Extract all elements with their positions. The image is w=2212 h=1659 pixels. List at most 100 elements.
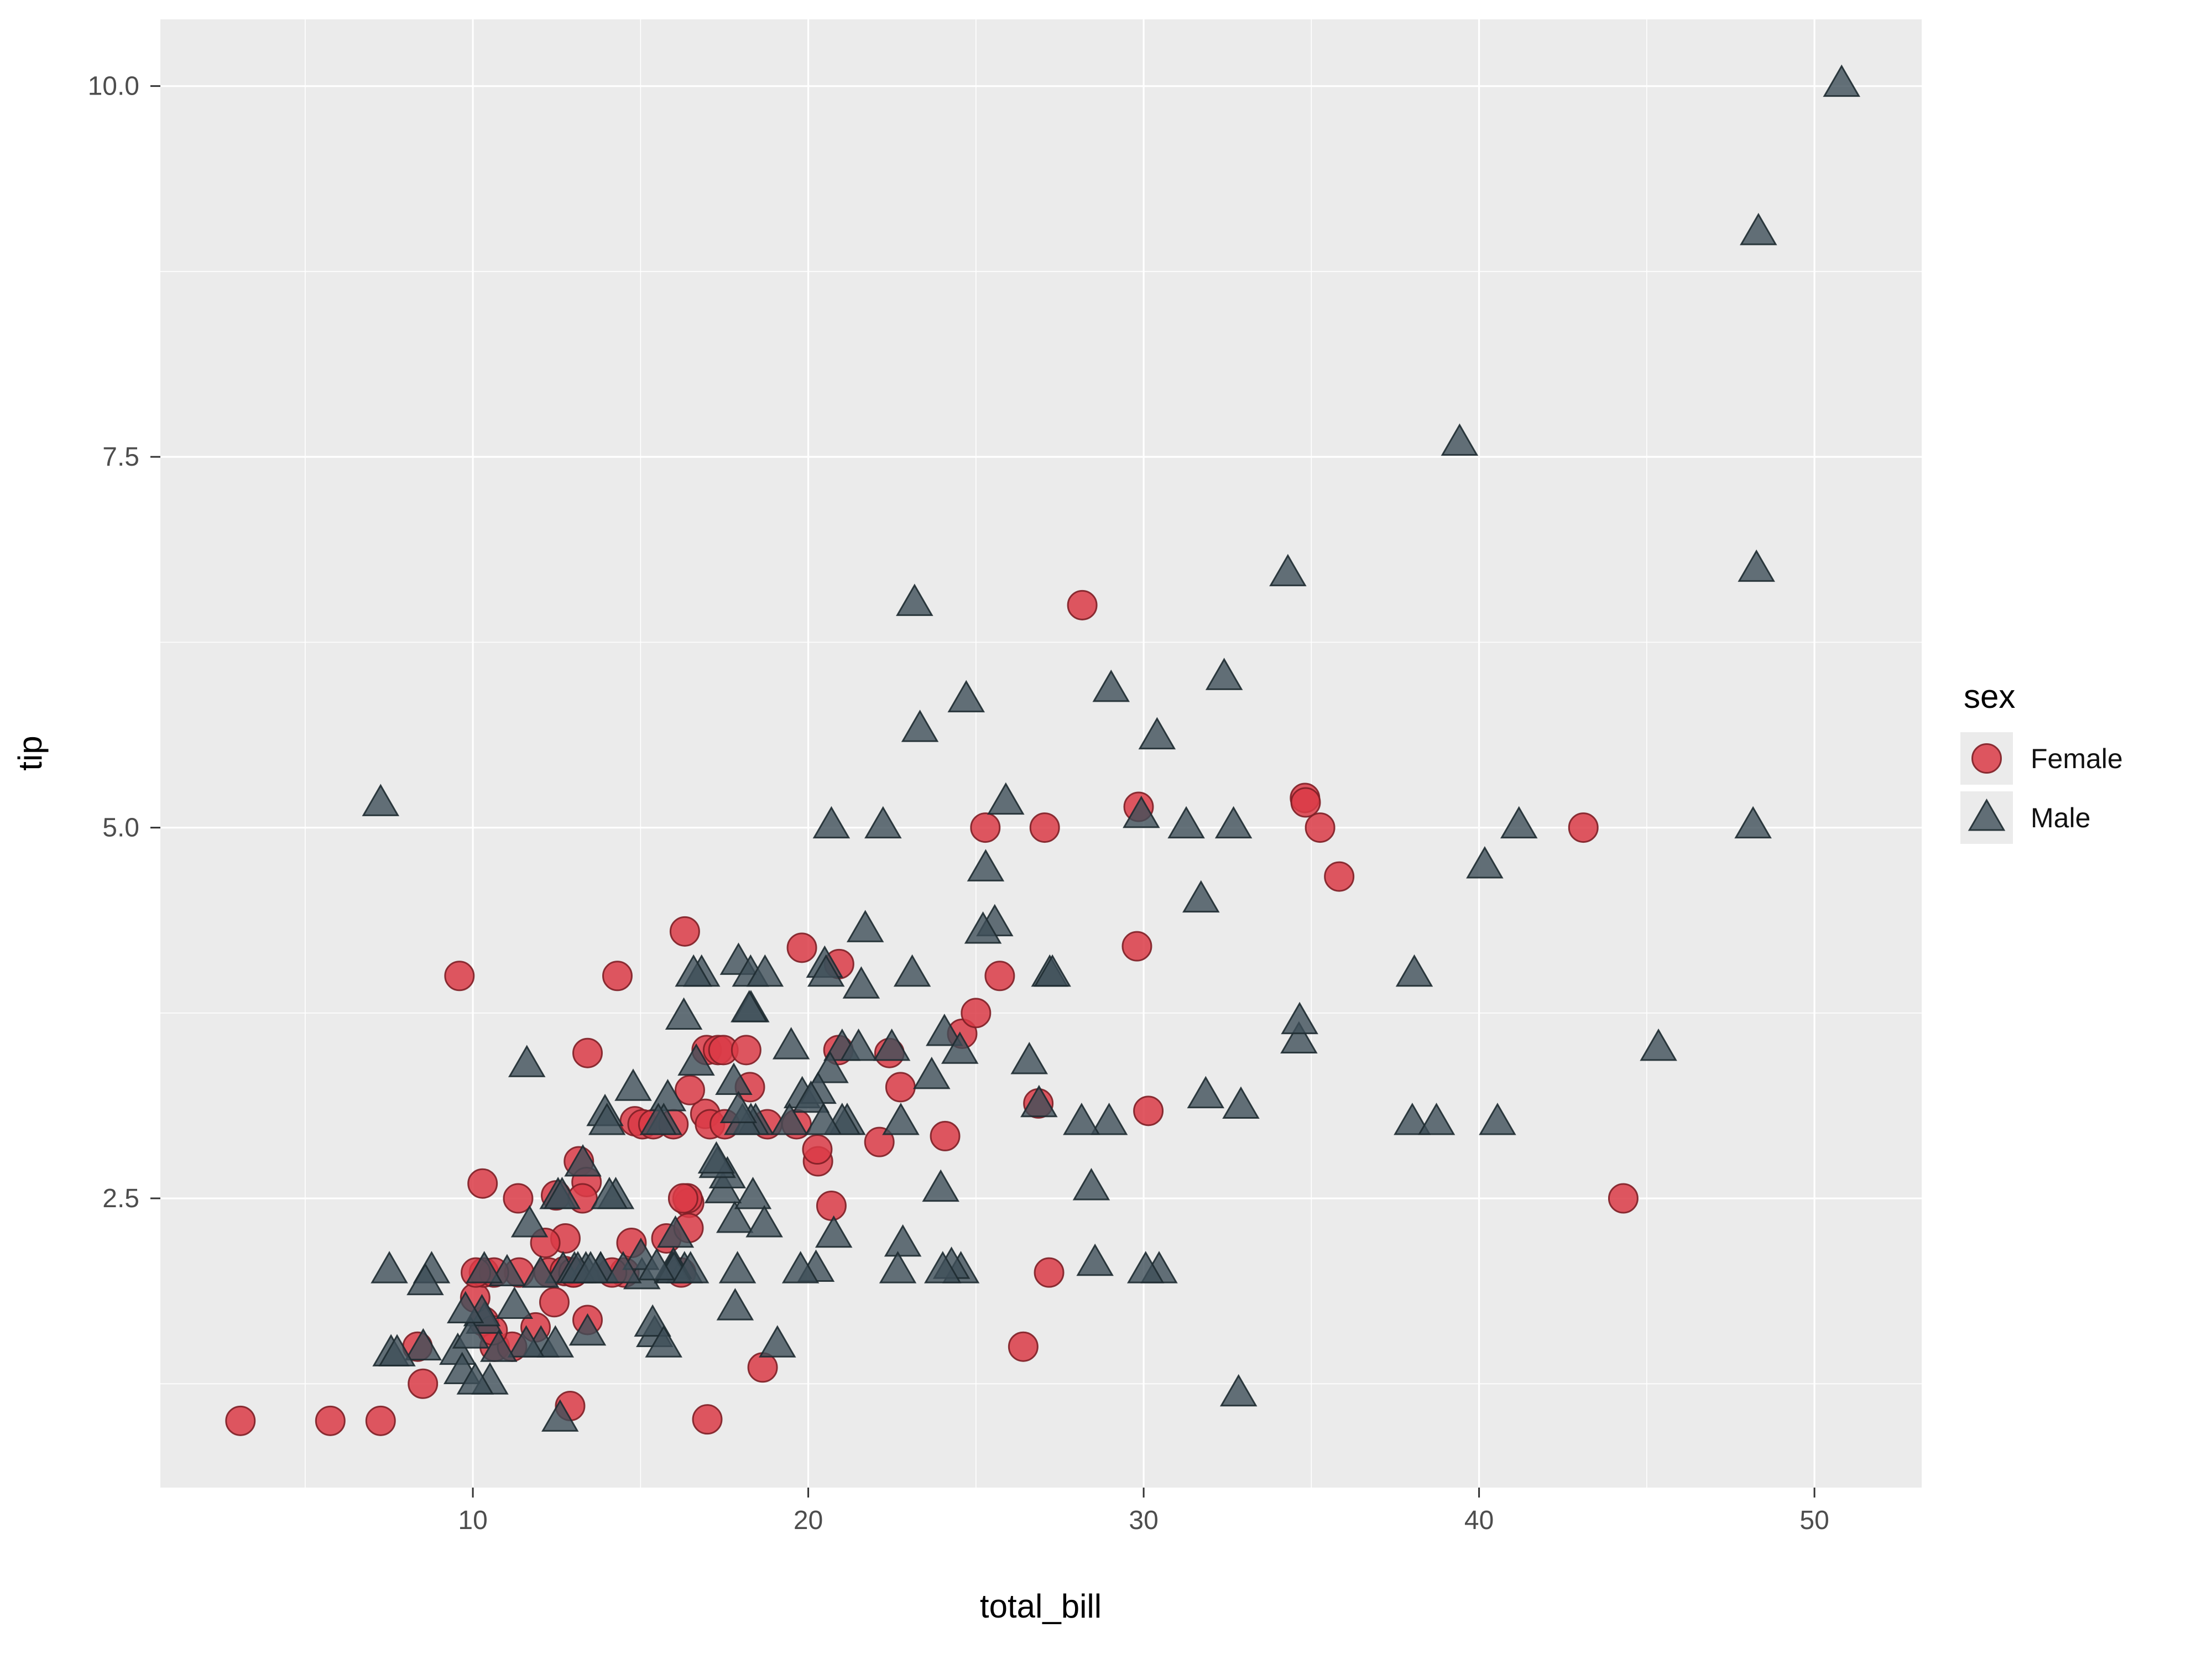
data-point-male: [404, 1328, 442, 1361]
data-point-male: [781, 1251, 820, 1284]
data-point-male: [716, 1200, 754, 1233]
data-point-male: [543, 1177, 581, 1209]
x-tick-label: 50: [1799, 1506, 1829, 1535]
data-point-male: [634, 1304, 671, 1337]
data-point-female: [885, 1072, 916, 1103]
data-point-male: [896, 583, 933, 616]
data-point-male: [465, 1251, 503, 1284]
data-point-male: [987, 782, 1025, 815]
data-point-male: [1063, 1102, 1100, 1135]
data-point-male: [1205, 658, 1243, 690]
data-point-male: [541, 1399, 579, 1432]
data-point-male: [718, 1251, 757, 1284]
data-point-male: [480, 1329, 518, 1362]
data-point-male: [362, 784, 400, 816]
data-point-male: [1020, 1084, 1058, 1118]
legend-item-female: Female: [1960, 732, 2123, 785]
data-point-female: [1067, 589, 1098, 620]
data-point-male: [864, 806, 902, 839]
minor-gridlines: [160, 19, 1922, 1488]
data-point-male: [1138, 717, 1176, 750]
data-point-male: [967, 849, 1005, 881]
y-tick-label: 10.0: [88, 72, 139, 101]
data-point-female: [669, 916, 700, 947]
data-point-male: [510, 1204, 549, 1238]
data-point-male: [1269, 554, 1307, 587]
data-points: [225, 64, 1860, 1436]
data-point-female: [731, 1035, 761, 1066]
y-tick-label: 7.5: [102, 442, 139, 472]
data-point-female: [602, 961, 633, 992]
legend-item-male: Male: [1960, 791, 2123, 844]
data-point-male: [807, 954, 845, 987]
x-tick-label: 20: [794, 1506, 823, 1535]
data-point-male: [1187, 1076, 1225, 1109]
data-point-male: [731, 990, 768, 1022]
data-point-male: [812, 806, 851, 839]
data-point-male: [926, 1014, 963, 1046]
data-point-male: [697, 1141, 735, 1174]
data-point-male: [406, 1262, 444, 1296]
data-point-male: [508, 1045, 546, 1077]
data-point-male: [568, 1313, 607, 1346]
data-point-female: [315, 1405, 346, 1436]
female-circle-icon: [1971, 743, 2002, 774]
data-point-female: [1290, 787, 1321, 818]
data-point-male: [564, 1144, 602, 1177]
data-point-male: [811, 1051, 849, 1083]
data-point-female: [984, 961, 1015, 992]
data-point-male: [1092, 669, 1130, 702]
data-point-female: [802, 1134, 833, 1165]
data-point-male: [879, 1251, 917, 1284]
data-point-female: [1608, 1183, 1639, 1214]
data-point-male: [1010, 1041, 1048, 1074]
data-point-female: [970, 812, 1001, 843]
data-point-male: [614, 1068, 652, 1101]
data-point-male: [1500, 806, 1538, 839]
data-point-male: [677, 1043, 715, 1076]
data-point-female: [1133, 1095, 1164, 1126]
data-point-male: [645, 1325, 682, 1358]
data-point-male: [638, 1248, 676, 1281]
data-point-female: [365, 1405, 396, 1436]
data-point-male: [1126, 1251, 1165, 1284]
legend: sex Female Male: [1960, 677, 2123, 851]
data-point-female: [467, 1168, 498, 1199]
data-point-male: [745, 1204, 783, 1238]
data-point-female: [786, 932, 817, 963]
data-point-male: [456, 1362, 494, 1395]
data-point-male: [715, 1062, 753, 1095]
data-point-male: [1417, 1102, 1455, 1135]
data-point-male: [882, 1102, 920, 1135]
data-point-male: [1034, 954, 1071, 987]
data-point-male: [1738, 549, 1775, 582]
data-point-female: [1008, 1331, 1039, 1362]
data-point-female: [961, 998, 992, 1029]
data-point-male: [507, 1325, 545, 1358]
y-tick-label: 2.5: [102, 1184, 139, 1213]
data-point-female: [1305, 812, 1335, 843]
data-point-male: [1076, 1243, 1114, 1276]
data-point-male: [1072, 1167, 1110, 1201]
x-tick-label: 10: [458, 1506, 487, 1535]
data-point-male: [719, 1091, 758, 1123]
data-point-male: [1281, 1001, 1318, 1035]
data-point-male: [1640, 1028, 1677, 1061]
data-point-female: [1568, 812, 1599, 843]
data-point-female: [1324, 861, 1355, 892]
data-point-male: [572, 1251, 609, 1284]
data-point-male: [1222, 1086, 1260, 1119]
legend-key-male: [1960, 791, 2013, 844]
data-point-male: [941, 1031, 979, 1064]
data-point-male: [846, 910, 884, 942]
data-point-male: [452, 1316, 490, 1349]
legend-title: sex: [1964, 678, 2016, 715]
data-point-male: [770, 1102, 808, 1135]
data-point-male: [1823, 64, 1860, 97]
series-male: [362, 64, 1860, 1432]
data-point-male: [591, 1177, 628, 1209]
y-axis-title: tip: [12, 735, 49, 770]
data-point-male: [1394, 1102, 1431, 1135]
